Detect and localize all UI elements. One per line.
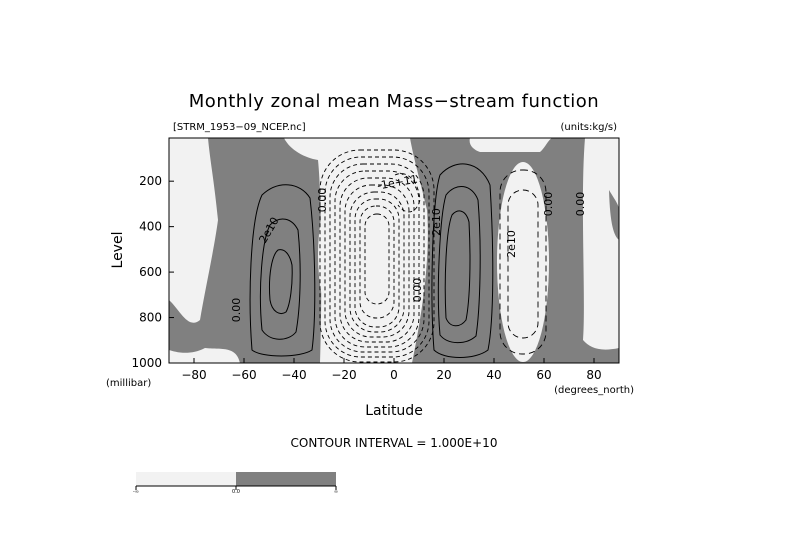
x-axis-units: (degrees_north) <box>554 385 634 396</box>
y-tick-label: 600 <box>139 265 162 279</box>
negative-cell-nh-midlat <box>497 162 549 362</box>
x-tick-label: −20 <box>331 368 356 382</box>
positive-region-polar <box>609 190 619 240</box>
contour-label-nh-2e10: 2e10 <box>430 208 443 236</box>
contour-interval-text: CONTOUR INTERVAL = 1.000E+10 <box>291 436 498 450</box>
y-tick-label: 200 <box>139 174 162 188</box>
x-tick-label: −60 <box>231 368 256 382</box>
contour-label-nh-neg-2e10: 2e10 <box>505 230 518 258</box>
file-label: [STRM_1953−09_NCEP.nc] <box>173 122 306 133</box>
x-tick-label: 80 <box>586 368 601 382</box>
negative-cell-tropics <box>318 147 422 363</box>
x-tick-label: 20 <box>436 368 451 382</box>
nh-midlat-cell-contours <box>499 169 547 355</box>
contour-label-tropic-zero: 0.00 <box>316 188 329 213</box>
y-tick-label: 400 <box>139 220 162 234</box>
y-axis-label: Level <box>110 232 126 269</box>
contour-field <box>169 138 619 363</box>
colorbar-tick-min: -∞ <box>133 489 139 495</box>
y-axis-units: (millibar) <box>106 378 151 389</box>
chart-title: Monthly zonal mean Mass−stream function <box>189 91 599 112</box>
sh-cell-contours <box>249 184 316 357</box>
positive-region-sh <box>169 138 322 363</box>
contour-label-nh-zero-b: 0.00 <box>574 192 587 217</box>
colorbar-tick-zero: 0.0 <box>232 489 240 495</box>
contour-label-equator-zero: 0.00 <box>411 278 424 303</box>
x-axis-label: Latitude <box>365 403 423 419</box>
colorbar-tick-max: ∞ <box>334 489 338 495</box>
x-tick-label: 0 <box>390 368 398 382</box>
x-tick-label: 60 <box>536 368 551 382</box>
units-label: (units:kg/s) <box>561 122 618 133</box>
x-tick-label: −80 <box>181 368 206 382</box>
y-tick-label: 800 <box>139 311 162 325</box>
x-tick-label: −40 <box>281 368 306 382</box>
colorbar: -∞ 0.0 ∞ <box>133 472 338 495</box>
contour-label-sh-zero: 0.00 <box>230 298 243 323</box>
y-tick-label: 1000 <box>131 356 162 370</box>
colorbar-negative-swatch <box>136 472 236 486</box>
y-axis: 200 400 600 800 1000 <box>131 174 174 370</box>
colorbar-positive-swatch <box>236 472 336 486</box>
tropical-cell-contours <box>319 149 435 363</box>
contour-label-nh-zero-a: 0.00 <box>542 192 555 217</box>
x-axis: −80 −60 −40 −20 0 20 40 60 80 <box>181 358 602 382</box>
x-tick-label: 40 <box>486 368 501 382</box>
nh-cell-contours <box>431 163 494 358</box>
